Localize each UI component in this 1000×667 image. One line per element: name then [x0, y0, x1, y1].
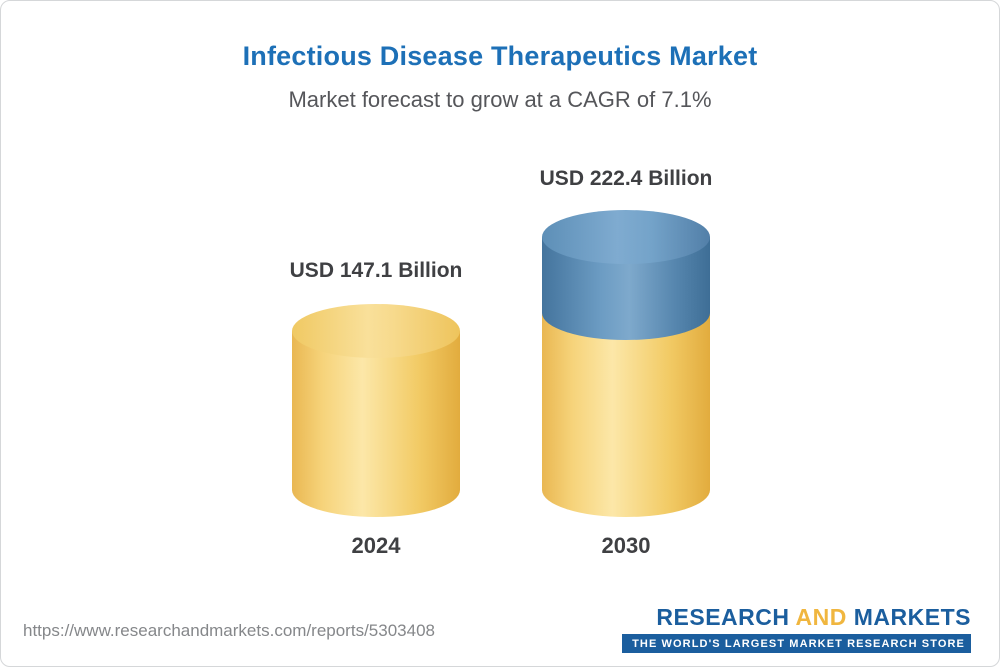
value-label-2024: USD 147.1 Billion	[289, 259, 463, 282]
x-axis-label-2024: 2024	[351, 533, 401, 558]
bar-2024-body	[292, 331, 460, 517]
chart-subtitle: Market forecast to grow at a CAGR of 7.1…	[288, 87, 712, 112]
logo-wordmark: RESEARCH AND MARKETS	[622, 604, 971, 631]
bar-2030-base-segment	[542, 313, 710, 517]
logo-word-research: RESEARCH	[656, 604, 790, 630]
chart-title: Infectious Disease Therapeutics Market	[242, 41, 758, 71]
x-axis-label-2030: 2030	[601, 533, 651, 558]
bar-2024-top-ellipse	[292, 304, 460, 358]
logo-tagline: THE WORLD'S LARGEST MARKET RESEARCH STOR…	[622, 634, 971, 653]
bar-2024-cylinder	[292, 304, 460, 517]
logo-word-markets: MARKETS	[853, 604, 971, 630]
report-url-link[interactable]: https://www.researchandmarkets.com/repor…	[23, 621, 435, 640]
research-and-markets-logo: RESEARCH AND MARKETS THE WORLD'S LARGEST…	[622, 604, 971, 653]
value-label-2030: USD 222.4 Billion	[539, 167, 713, 190]
logo-word-and: AND	[795, 604, 847, 630]
bar-2030-cylinder	[542, 210, 710, 517]
bar-2030-top-ellipse	[542, 210, 710, 264]
